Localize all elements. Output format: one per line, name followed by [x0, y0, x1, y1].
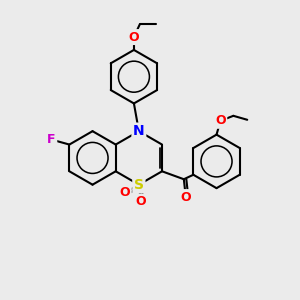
Text: F: F: [47, 133, 56, 146]
Text: O: O: [120, 186, 130, 199]
Text: O: O: [181, 190, 191, 204]
Text: O: O: [136, 195, 146, 208]
Text: O: O: [215, 114, 226, 127]
Text: S: S: [134, 178, 144, 192]
Text: O: O: [129, 31, 139, 44]
Text: N: N: [133, 124, 145, 138]
